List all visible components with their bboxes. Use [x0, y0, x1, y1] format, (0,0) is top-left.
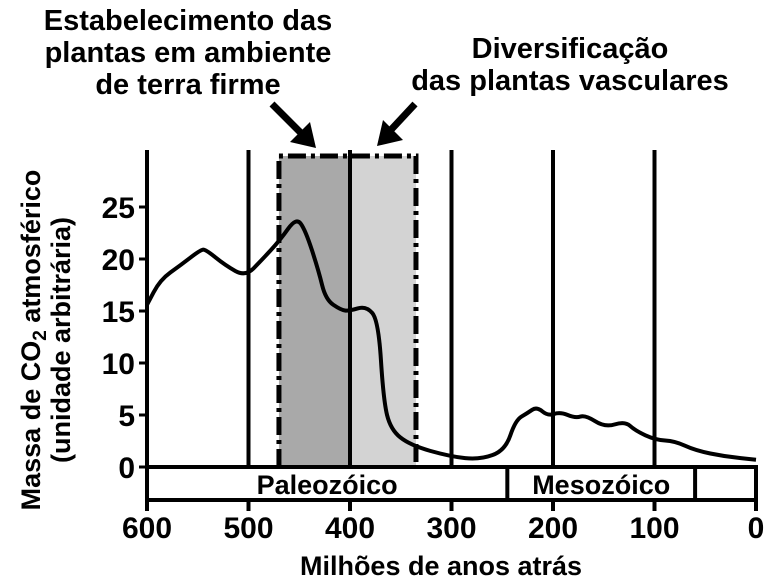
- x-tick-label-100: 100: [629, 512, 679, 545]
- x-tick-label-600: 600: [122, 512, 172, 545]
- x-tick-label-300: 300: [426, 512, 476, 545]
- x-axis-label: Milhões de anos atrás: [300, 551, 582, 581]
- annotation-left-line3: de terra firme: [95, 69, 280, 101]
- x-tick-label-400: 400: [325, 512, 375, 545]
- y-tick-label-10: 10: [102, 348, 135, 381]
- arrow-right-icon: [377, 101, 418, 146]
- y-tick-label-5: 5: [118, 400, 135, 433]
- x-tick-label-0: 0: [748, 512, 765, 545]
- shaded-region-1: [350, 156, 416, 467]
- x-tick-label-200: 200: [528, 512, 578, 545]
- arrow-left-icon: [269, 101, 316, 148]
- era-label-0: Paleozóico: [257, 470, 398, 500]
- co2-curve: [145, 219, 757, 462]
- annotation-left-line1: Estabelecimento das: [44, 5, 333, 37]
- annotation-left-line2: plantas em ambiente: [45, 37, 332, 69]
- shaded-region-0: [278, 156, 350, 467]
- annotation-right-line1: Diversificação: [472, 33, 669, 65]
- y-tick-label-25: 25: [102, 192, 135, 225]
- y-tick-label-20: 20: [102, 244, 135, 277]
- era-label-1: Mesozóico: [532, 470, 670, 500]
- y-tick-label-15: 15: [102, 296, 135, 329]
- y-axis-label-line1: Massa de CO2 atmosférico: [16, 170, 51, 511]
- x-tick-label-500: 500: [223, 512, 273, 545]
- y-axis-label-line2: (unidade arbitrária): [46, 217, 76, 463]
- annotation-right-line2: das plantas vasculares: [411, 65, 729, 97]
- y-tick-label-0: 0: [118, 452, 135, 485]
